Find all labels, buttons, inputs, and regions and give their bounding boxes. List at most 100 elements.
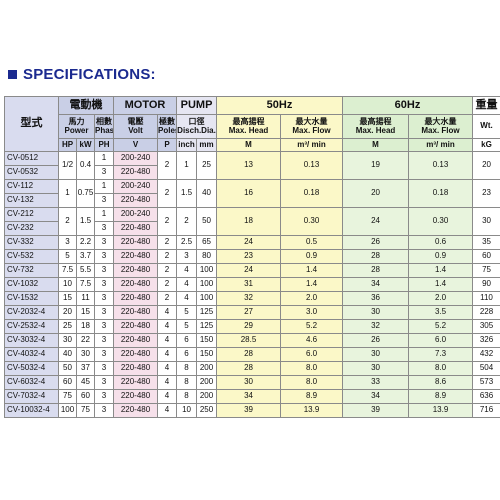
- heading-text: SPECIFICATIONS:: [23, 66, 156, 83]
- kw-cell: 37: [76, 361, 95, 376]
- head60-cell: 30: [342, 361, 410, 376]
- head60-cell: 34: [342, 277, 410, 292]
- poles-cell: 4: [157, 305, 178, 320]
- power-en: Power: [64, 125, 89, 135]
- unit-kw: kW: [76, 138, 95, 152]
- spec-table-body: CV-0512 1/2 0.4 1 200-240 2 1 25 13 0.13 19 0.13 20 C…: [4, 151, 500, 418]
- motor-header-zh: 電動機: [57, 96, 115, 115]
- inch-cell: 4: [176, 291, 198, 306]
- head60-cell: 33: [342, 375, 410, 390]
- poles-cell: 2: [157, 151, 178, 180]
- weight-cell: 636: [472, 389, 500, 404]
- type-cell: CV-332: [4, 235, 59, 250]
- flow60-cell: 0.6: [408, 235, 474, 250]
- phase-cell: 3: [93, 361, 115, 376]
- type-cell: CV-232: [4, 221, 59, 236]
- table-row: CV-5032-4 50 37 3 220-480 4 8 200 28 8.0 30 8.0 504: [4, 361, 500, 376]
- phase-cell: 3: [93, 333, 115, 348]
- flow60-en: Max. Flow: [421, 125, 460, 135]
- flow60-zh: 最大水量: [424, 117, 457, 127]
- table-row: CV-3032-4 30 22 3 220-480 4 6 150 28.5 4.6 26 6.0 32…: [4, 333, 500, 348]
- inch-cell: 2.5: [176, 235, 198, 250]
- phase-cell: 3: [93, 389, 115, 404]
- flow50-cell: 1.4: [280, 263, 344, 278]
- poles-cell: 4: [157, 389, 178, 404]
- hz60-header: 60Hz: [342, 96, 474, 115]
- head60-cell: 28: [342, 249, 410, 264]
- type-cell: CV-0532: [4, 165, 59, 180]
- weight-cell: 90: [472, 277, 500, 292]
- flow60-cell: 8.0: [408, 361, 474, 376]
- flow50-zh: 最大水量: [295, 117, 328, 127]
- flow60-cell: 0.9: [408, 249, 474, 264]
- flow50-cell: 4.6: [280, 333, 344, 348]
- head60-en: Max. Head: [355, 125, 396, 135]
- flow50-cell: 8.0: [280, 375, 344, 390]
- poles-cell: 2: [157, 179, 178, 208]
- head50-cell: 23: [216, 249, 282, 264]
- unit-hp: HP: [58, 138, 77, 152]
- dia-en: Disch.Dia.: [177, 125, 216, 135]
- mm-cell: 200: [196, 361, 218, 376]
- head60-zh: 最高揚程: [359, 117, 392, 127]
- phase-cell: 1: [93, 179, 115, 194]
- flow60-cell: 0.30: [408, 207, 474, 236]
- volt-cell: 220-480: [113, 193, 159, 208]
- flow50-cell: 1.4: [280, 277, 344, 292]
- poles-cell: 4: [157, 375, 178, 390]
- table-row: CV-732 7.5 5.5 3 220-480 2 4 100 24 1.4 28 1.4 75: [4, 263, 500, 278]
- type-cell: CV-2032-4: [4, 305, 59, 320]
- inch-cell: 5: [176, 305, 198, 320]
- head60-cell: 32: [342, 319, 410, 334]
- weight-cell: 573: [472, 375, 500, 390]
- head50-cell: 30: [216, 375, 282, 390]
- head50-cell: 39: [216, 403, 282, 418]
- table-row: CV-532 5 3.7 3 220-480 2 3 80 23 0.9 28 0.9 60: [4, 249, 500, 264]
- table-row: CV-2032-4 20 15 3 220-480 4 5 125 27 3.0 30 3.5 228: [4, 305, 500, 320]
- phase-cell: 3: [93, 235, 115, 250]
- unit-head50: M: [216, 138, 282, 152]
- motor-header-en: MOTOR: [113, 96, 178, 115]
- volt-cell: 200-240: [113, 207, 159, 222]
- flow60-cell: 13.9: [408, 403, 474, 418]
- head50-cell: 28: [216, 361, 282, 376]
- head50-cell: 31: [216, 277, 282, 292]
- volt-cell: 220-480: [113, 263, 159, 278]
- type-cell: CV-532: [4, 249, 59, 264]
- kw-cell: 45: [76, 375, 95, 390]
- volt-cell: 220-480: [113, 403, 159, 418]
- spec-table: 型式 電動機 MOTOR PUMP 50Hz 60Hz 重量 馬力 Power …: [4, 96, 500, 418]
- hp-cell: 1/2: [58, 151, 77, 180]
- flow60-cell: 3.5: [408, 305, 474, 320]
- inch-cell: 4: [176, 277, 198, 292]
- unit-kg: kG: [472, 138, 500, 152]
- weight-cell: 432: [472, 347, 500, 362]
- unit-flow50: m³/ min: [280, 138, 344, 152]
- phase-cell: 3: [93, 221, 115, 236]
- mm-cell: 125: [196, 305, 218, 320]
- phase-cell: 3: [93, 375, 115, 390]
- phase-cell: 3: [93, 263, 115, 278]
- type-cell: CV-3032-4: [4, 333, 59, 348]
- type-cell: CV-2532-4: [4, 319, 59, 334]
- flow50-en: Max. Flow: [292, 125, 331, 135]
- weight-cell: 716: [472, 403, 500, 418]
- volt-cell: 200-240: [113, 151, 159, 166]
- flow60-cell: 2.0: [408, 291, 474, 306]
- weight-cell: 228: [472, 305, 500, 320]
- kw-cell: 30: [76, 347, 95, 362]
- inch-cell: 1.5: [176, 179, 198, 208]
- volt-cell: 220-480: [113, 389, 159, 404]
- volt-cell: 220-480: [113, 375, 159, 390]
- volt-cell: 220-480: [113, 305, 159, 320]
- mm-cell: 50: [196, 207, 218, 236]
- head60-cell: 30: [342, 347, 410, 362]
- hp-cell: 50: [58, 361, 77, 376]
- type-cell: CV-5032-4: [4, 361, 59, 376]
- table-row: CV-332 3 2.2 3 220-480 2 2.5 65 24 0.5 26 0.6 35: [4, 235, 500, 250]
- type-cell: CV-1032: [4, 277, 59, 292]
- unit-flow60: m³/ min: [408, 138, 474, 152]
- head50-cell: 24: [216, 263, 282, 278]
- flow60-cell: 8.9: [408, 389, 474, 404]
- poles-en: Poles: [158, 125, 176, 135]
